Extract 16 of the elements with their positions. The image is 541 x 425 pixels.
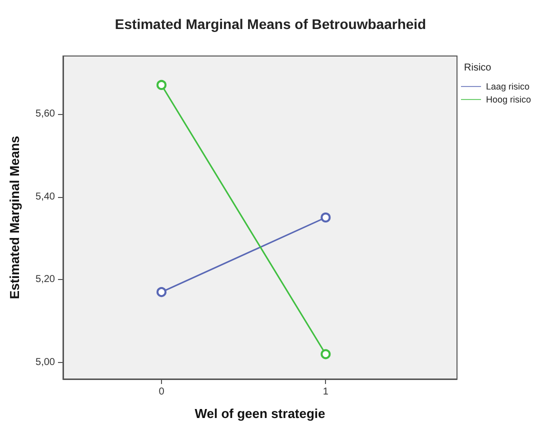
y-tick-label: 5,40	[36, 191, 56, 202]
legend-title: Risico	[464, 62, 492, 74]
legend-label: Hoog risico	[486, 94, 532, 104]
y-tick-label: 5,00	[36, 356, 56, 368]
x-axis-title: Wel of geen strategie	[194, 406, 326, 421]
y-axis-title: Estimated Marginal Means	[7, 136, 22, 300]
x-tick-label: 0	[158, 386, 165, 398]
x-tick-label: 1	[322, 386, 329, 398]
y-tick-label: 5,60	[36, 108, 56, 120]
point	[320, 212, 331, 222]
y-tick-label: 5,20	[36, 274, 56, 286]
chart-title: Estimated Marginal Means of Betrouwbaarheid	[114, 16, 426, 32]
point	[320, 349, 331, 360]
point	[156, 287, 166, 298]
legend-label: Laag risico	[486, 82, 530, 92]
point	[156, 80, 166, 90]
